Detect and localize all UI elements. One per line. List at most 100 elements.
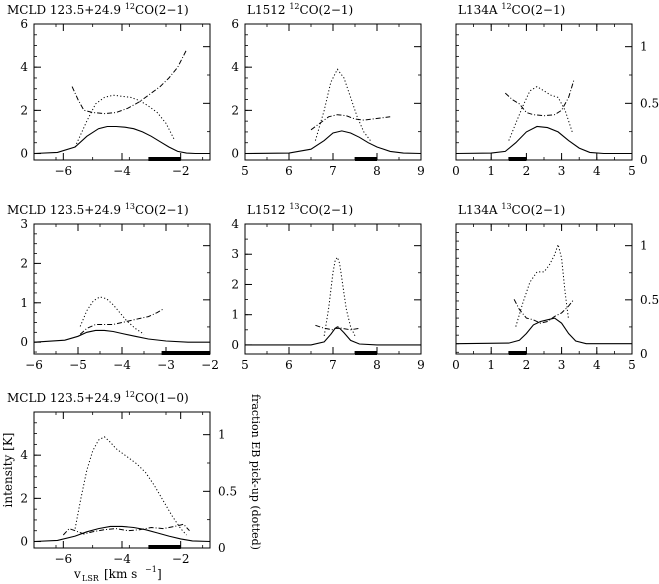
panel-title: MCLD 123.5+24.9 12CO(1−0)	[7, 390, 189, 405]
x-tick-label: 8	[373, 164, 381, 178]
panel-title-source: MCLD 123.5+24.9	[7, 391, 125, 405]
panel-title-line: CO(2−1)	[512, 3, 566, 17]
x-tick-label: 7	[329, 358, 337, 372]
series-dashdot	[310, 114, 391, 131]
panel-title-source: MCLD 123.5+24.9	[7, 3, 125, 17]
x-tick-label: 1	[487, 358, 495, 372]
panel-title-source: L134A	[458, 3, 501, 17]
x-tick-label: 5	[628, 358, 636, 372]
y-tick-label: 0	[20, 335, 28, 349]
x-tick-label: −2	[172, 164, 190, 178]
panel-title: L134A 13CO(2−1)	[458, 202, 565, 217]
panel-title: L134A 12CO(2−1)	[458, 2, 565, 17]
x-axis-label-close: ]	[157, 567, 162, 581]
x-tick-label: 5	[241, 358, 249, 372]
panel-title-source: L1512	[247, 203, 289, 217]
panel-title-isotope: 12	[125, 2, 135, 11]
velocity-range-bar	[148, 157, 181, 161]
y-tick-label: 2	[20, 491, 28, 505]
plot-frame	[33, 411, 211, 549]
x-tick-label: 1	[487, 164, 495, 178]
panel-title-source: MCLD 123.5+24.9	[7, 203, 125, 217]
panel-title: L1512 13CO(2−1)	[247, 202, 353, 217]
right-y-tick-label: 1	[640, 239, 648, 253]
x-tick-label: 2	[523, 358, 531, 372]
x-tick-label: 0	[452, 358, 460, 372]
right-y-axis-label: fraction EB pick-up (dotted)	[249, 394, 262, 550]
series-solid	[456, 125, 632, 155]
right-y-tick-label: 1	[218, 428, 226, 442]
right-y-tick-label: 0	[218, 541, 226, 555]
x-tick-label: −2	[201, 358, 219, 372]
x-tick-label: 5	[241, 164, 249, 178]
plot-frame	[244, 23, 422, 161]
panel-5: 5 6 7 8 9 0 1 2 3 4 L1512 13CO(2−1)	[231, 202, 424, 372]
x-tick-label: −3	[157, 358, 175, 372]
y-tick-label: 0	[20, 535, 28, 549]
series-dashdot	[513, 298, 575, 324]
panel-title: MCLD 123.5+24.9 13CO(2−1)	[7, 202, 189, 217]
series-solid	[34, 329, 210, 343]
series-solid	[245, 327, 421, 346]
x-tick-label: 0	[452, 164, 460, 178]
y-tick-label: 6	[20, 17, 28, 31]
velocity-range-bar	[148, 545, 181, 549]
plot-frame	[455, 23, 633, 161]
panel-title-line: CO(2−1)	[300, 203, 354, 217]
right-y-tick-label: 0.5	[640, 96, 659, 110]
x-tick-label: 7	[329, 164, 337, 178]
panel-2: 5 6 7 8 9 0 2 4 6 L1512 12CO(2−1)	[231, 2, 424, 178]
panel-title-isotope: 13	[125, 202, 135, 211]
panel-title-isotope: 12	[289, 2, 299, 11]
y-tick-label: 4	[20, 448, 28, 462]
plot-frame	[455, 223, 633, 355]
plot-frame	[33, 23, 211, 161]
panel-title-isotope: 13	[289, 202, 299, 211]
velocity-range-bar	[355, 351, 377, 355]
series-dotted	[323, 256, 356, 337]
right-y-tick-label: 0	[640, 153, 648, 167]
series-solid	[34, 525, 210, 543]
x-tick-label: −6	[25, 358, 43, 372]
y-tick-label: 2	[20, 256, 28, 270]
velocity-range-bar	[508, 157, 527, 161]
series-dashdot	[71, 49, 187, 115]
panel-title-isotope: 12	[501, 2, 511, 11]
x-axis-label-main: v	[73, 567, 81, 581]
x-tick-label: −4	[113, 164, 131, 178]
y-tick-label: 4	[231, 217, 239, 231]
y-tick-label: 3	[20, 217, 28, 231]
right-y-tick-label: 0	[640, 347, 648, 361]
y-tick-label: 1	[20, 296, 28, 310]
y-tick-label: 1	[231, 308, 239, 322]
series-dashdot	[315, 324, 360, 331]
velocity-range-bar	[161, 351, 210, 355]
panel-title-line: CO(2−1)	[135, 203, 189, 217]
plot-frame	[244, 223, 422, 355]
panel-title-isotope: 13	[501, 202, 511, 211]
y-tick-label: 6	[231, 17, 239, 31]
series-dashdot	[504, 79, 575, 117]
panel-title: L1512 12CO(2−1)	[247, 2, 353, 17]
panel-7: −6 −4 −2 0 2 4 0 0.5 1 MCLD 123.5+24.9 12CO(1−0)	[7, 390, 237, 566]
x-axis-label-sub: LSR	[82, 574, 100, 583]
series-solid	[456, 317, 632, 345]
x-tick-label: 2	[523, 164, 531, 178]
series-dotted	[74, 436, 187, 536]
x-tick-label: 6	[285, 358, 293, 372]
panel-title-source: L134A	[458, 203, 501, 217]
x-tick-label: 5	[628, 164, 636, 178]
y-tick-label: 2	[20, 103, 28, 117]
x-tick-label: −6	[54, 552, 72, 566]
y-tick-label: 2	[231, 277, 239, 291]
x-tick-label: 3	[558, 164, 566, 178]
series-dotted	[314, 68, 371, 141]
panel-title-line: CO(2−1)	[300, 3, 354, 17]
x-tick-label: 4	[593, 164, 601, 178]
series-dotted	[79, 296, 145, 335]
x-axis-label: v LSR [km s −1 ]	[73, 565, 162, 583]
y-axis-label: intensity [K]	[1, 433, 15, 508]
y-tick-label: 2	[231, 103, 239, 117]
